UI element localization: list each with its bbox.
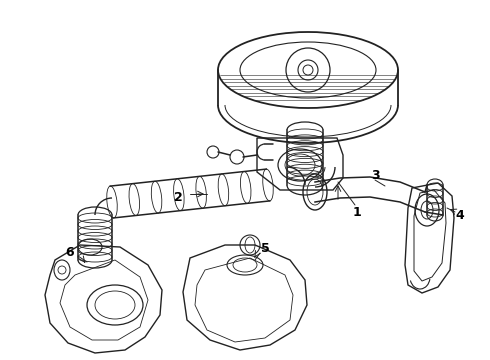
Text: 1: 1 [353, 206, 361, 219]
Text: 2: 2 [173, 190, 182, 203]
Text: 6: 6 [66, 246, 74, 258]
Text: 4: 4 [456, 208, 465, 221]
Text: 3: 3 [371, 168, 379, 181]
Text: 5: 5 [261, 242, 270, 255]
